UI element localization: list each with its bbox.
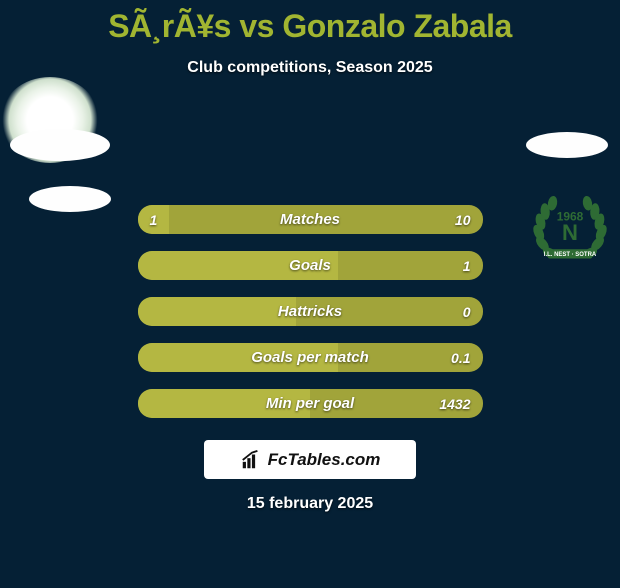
stat-right-value: 0 (463, 297, 471, 326)
bar-chart-icon (240, 449, 262, 471)
stat-row-goals: Goals 1 (138, 251, 483, 280)
stat-row-matches: 1 Matches 10 (138, 205, 483, 234)
laurel-icon (531, 195, 609, 260)
stat-label: Goals (138, 251, 483, 280)
stat-label: Matches (138, 205, 483, 234)
footer-date: 15 february 2025 (0, 495, 620, 513)
emblem-ribbon-text: I.L. NEST · SOTRA (544, 252, 597, 258)
fctables-logo[interactable]: FcTables.com (204, 440, 416, 479)
player-left-avatar-top (10, 129, 110, 161)
emblem-ribbon (548, 249, 592, 258)
stat-label: Min per goal (138, 389, 483, 418)
stat-label: Hattricks (138, 297, 483, 326)
fctables-logo-text: FcTables.com (268, 450, 381, 470)
stat-row-hattricks: Hattricks 0 (138, 297, 483, 326)
stat-label: Goals per match (138, 343, 483, 372)
stat-row-min-per-goal: Min per goal 1432 (138, 389, 483, 418)
stat-right-value: 1 (463, 251, 471, 280)
page-subtitle: Club competitions, Season 2025 (0, 59, 620, 77)
stat-row-goals-per-match: Goals per match 0.1 (138, 343, 483, 372)
stat-bars: 1 Matches 10 Goals 1 Hattricks 0 Goals p… (138, 205, 483, 418)
emblem-year: 1968 (557, 210, 584, 224)
stat-right-value: 1432 (439, 389, 470, 418)
comparison-widget: SÃ¸rÃ¥s vs Gonzalo Zabala Club competiti… (0, 8, 620, 513)
stat-right-value: 10 (455, 205, 471, 234)
stat-right-value: 0.1 (451, 343, 470, 372)
emblem-letter: N (562, 220, 578, 245)
player-right-avatar-top (526, 132, 608, 158)
club-emblem: 1968 N I.L. NEST · SOTRA (520, 186, 620, 272)
page-title: SÃ¸rÃ¥s vs Gonzalo Zabala (0, 8, 620, 45)
player-left-avatar-bottom (29, 186, 111, 212)
